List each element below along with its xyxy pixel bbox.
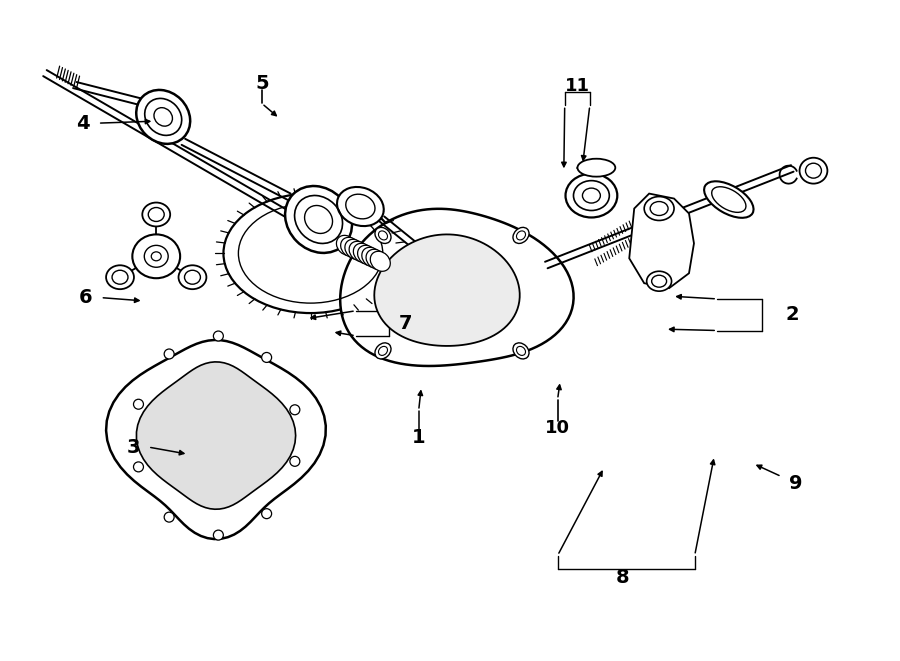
Ellipse shape xyxy=(133,399,143,409)
Ellipse shape xyxy=(164,512,174,522)
Ellipse shape xyxy=(375,343,391,359)
Ellipse shape xyxy=(375,227,391,243)
Polygon shape xyxy=(137,362,296,509)
Ellipse shape xyxy=(290,456,300,466)
Ellipse shape xyxy=(213,331,223,341)
Polygon shape xyxy=(340,209,573,366)
Ellipse shape xyxy=(357,245,378,265)
Ellipse shape xyxy=(290,405,300,414)
Text: 4: 4 xyxy=(76,114,89,133)
Ellipse shape xyxy=(341,237,361,257)
Ellipse shape xyxy=(142,202,170,227)
Ellipse shape xyxy=(513,227,529,243)
Text: 5: 5 xyxy=(255,73,268,93)
Ellipse shape xyxy=(132,235,180,278)
Ellipse shape xyxy=(106,265,134,289)
Text: 7: 7 xyxy=(399,314,412,332)
Ellipse shape xyxy=(223,194,398,313)
Polygon shape xyxy=(374,235,519,346)
Text: 2: 2 xyxy=(786,305,799,324)
Ellipse shape xyxy=(349,241,369,261)
Ellipse shape xyxy=(647,271,671,291)
Polygon shape xyxy=(106,340,326,539)
Ellipse shape xyxy=(136,90,190,144)
Text: 8: 8 xyxy=(616,568,630,587)
Ellipse shape xyxy=(213,530,223,540)
Ellipse shape xyxy=(285,186,352,253)
Ellipse shape xyxy=(565,174,617,217)
Text: 11: 11 xyxy=(565,77,590,95)
Ellipse shape xyxy=(799,158,827,184)
Text: 1: 1 xyxy=(412,428,426,447)
Text: 9: 9 xyxy=(789,474,803,492)
Ellipse shape xyxy=(337,187,383,226)
Ellipse shape xyxy=(133,462,143,472)
Ellipse shape xyxy=(370,251,391,271)
Ellipse shape xyxy=(178,265,206,289)
Text: 10: 10 xyxy=(545,419,570,437)
Ellipse shape xyxy=(704,181,753,218)
Ellipse shape xyxy=(362,247,382,267)
Ellipse shape xyxy=(164,349,174,359)
Text: 6: 6 xyxy=(78,288,92,307)
Ellipse shape xyxy=(337,235,356,255)
Polygon shape xyxy=(629,194,694,288)
Text: 3: 3 xyxy=(127,438,140,457)
Ellipse shape xyxy=(644,196,674,221)
Ellipse shape xyxy=(513,343,529,359)
Ellipse shape xyxy=(262,352,272,362)
Ellipse shape xyxy=(345,239,364,259)
Ellipse shape xyxy=(354,243,373,263)
Ellipse shape xyxy=(262,509,272,519)
Ellipse shape xyxy=(366,249,386,269)
Ellipse shape xyxy=(578,159,616,176)
